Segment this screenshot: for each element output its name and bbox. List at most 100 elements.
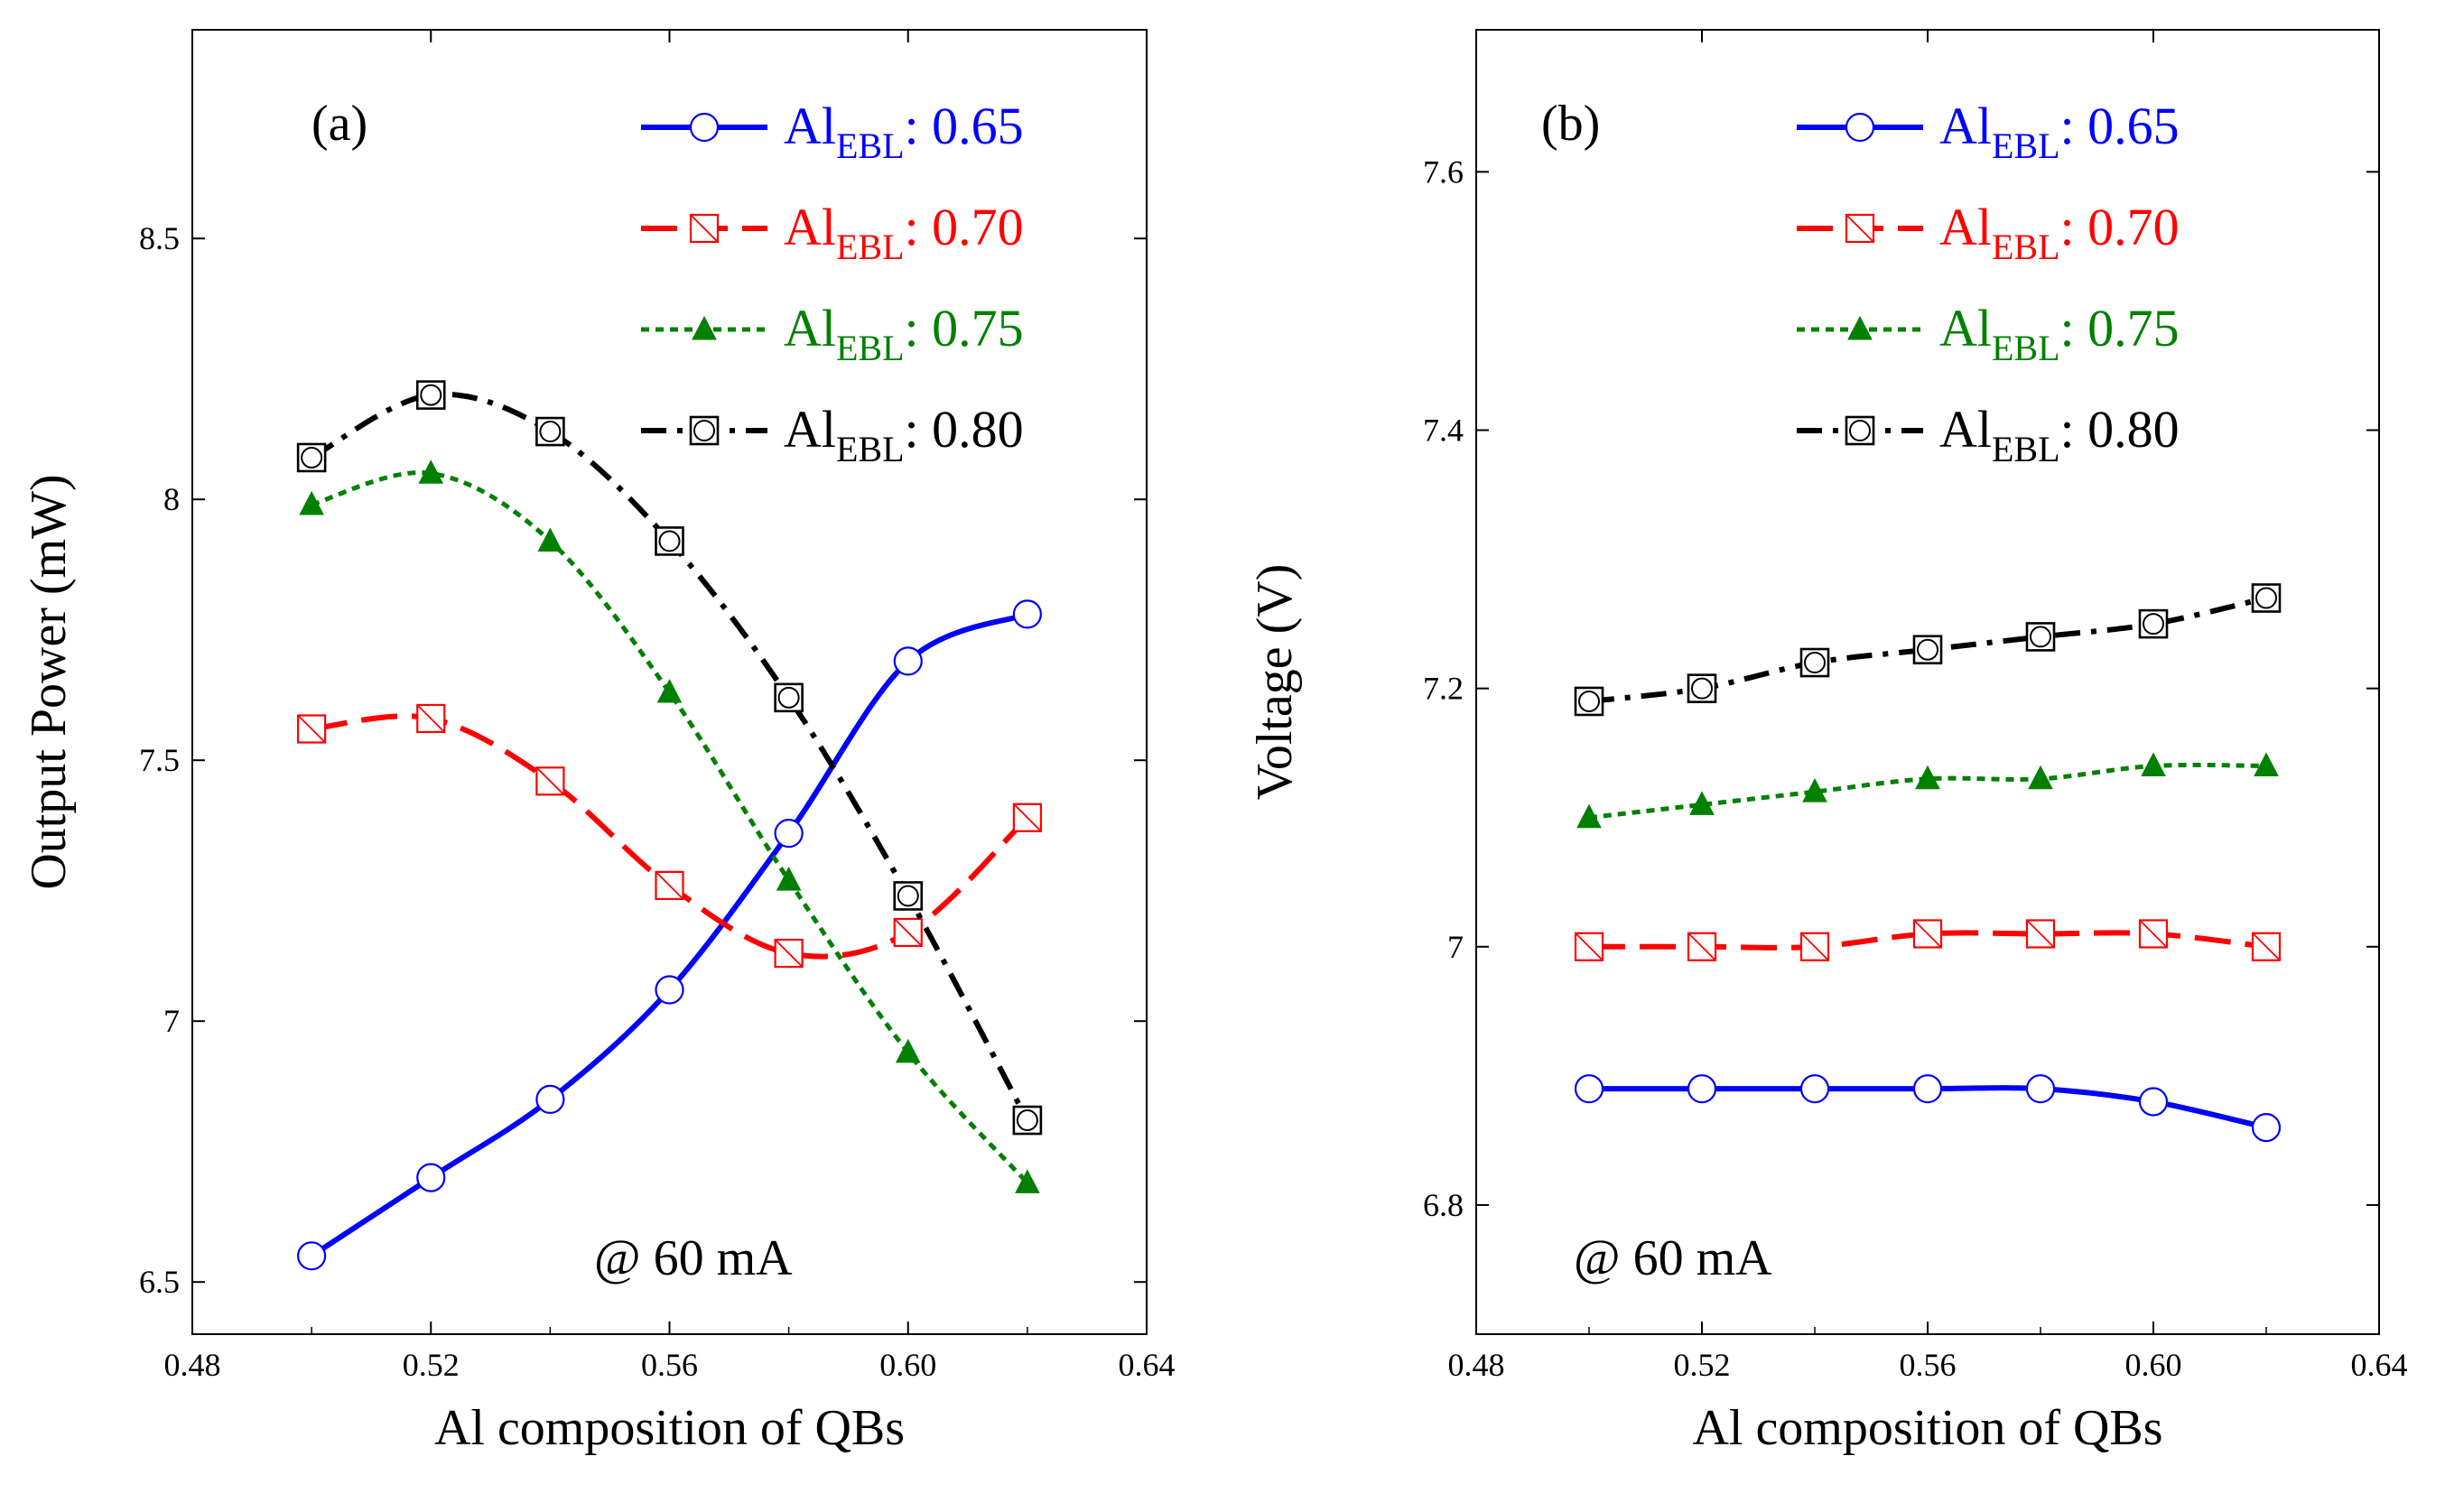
data-point-slash [2139, 919, 2168, 949]
legend-marker [689, 112, 720, 143]
series-075 [1576, 752, 2279, 829]
legend-label-value: : 0.65 [905, 97, 1024, 155]
data-point [2025, 622, 2056, 652]
data-point-ring [2143, 613, 2164, 635]
data-point [2251, 1112, 2282, 1143]
legend-label-sub: EBL [836, 227, 905, 267]
data-point [2138, 1087, 2169, 1117]
x-tick-label: 0.56 [1900, 1347, 1957, 1383]
data-point-slash [1687, 932, 1716, 961]
data-point [535, 766, 565, 796]
legend-label: AlEBL: 0.80 [1939, 400, 2180, 469]
x-tick-label: 0.56 [641, 1347, 698, 1383]
data-point-slash [2252, 932, 2281, 961]
series-075 [299, 459, 1040, 1193]
legend-label-value: : 0.70 [2060, 198, 2180, 256]
data-point [1915, 765, 1940, 790]
data-point [415, 380, 446, 410]
data-point [1574, 1074, 1604, 1104]
data-point-slash [416, 704, 445, 733]
data-point [1012, 802, 1042, 832]
legend-marker [1845, 213, 1875, 244]
data-point [655, 526, 684, 556]
data-point-slash [2026, 919, 2055, 949]
data-point [2254, 752, 2279, 776]
data-point [416, 1163, 446, 1192]
data-point-slash [1913, 919, 1942, 949]
data-point [895, 1038, 921, 1063]
legend-label-value: : 0.65 [2060, 97, 2180, 155]
legend-label: AlEBL: 0.75 [1939, 299, 2180, 368]
legend-label: AlEBL: 0.70 [1939, 198, 2180, 267]
data-point [1574, 932, 1604, 961]
legend-label-main: Al [784, 299, 836, 357]
y-tick-label: 8.5 [139, 220, 180, 256]
y-tick-label: 6.8 [1423, 1187, 1464, 1223]
legend-label-value: : 0.80 [905, 400, 1024, 459]
x-tick-label: 0.64 [1119, 1347, 1176, 1383]
data-point [1799, 932, 1830, 961]
legend-label-main: Al [1939, 97, 1992, 155]
data-point [774, 682, 804, 713]
x-tick-label: 0.60 [879, 1347, 936, 1383]
data-point [1799, 647, 1830, 678]
data-point [1799, 1074, 1830, 1104]
data-point-ring [2030, 626, 2051, 648]
legend-label-value: : 0.80 [2060, 400, 2180, 459]
data-point [2025, 919, 2056, 949]
data-point-slash [655, 871, 684, 900]
data-point [1012, 1105, 1043, 1136]
data-point-ring [2255, 587, 2277, 609]
legend-marker-slash [690, 214, 719, 243]
y-tick-label: 7.5 [139, 742, 180, 778]
legend-marker [689, 213, 720, 244]
data-point [776, 867, 802, 891]
data-point [1912, 635, 1943, 665]
data-point [655, 975, 684, 1005]
legend-label-value: : 0.75 [905, 299, 1024, 357]
data-point [297, 1241, 327, 1271]
data-point-ring [897, 885, 919, 907]
legend-label-value: : 0.70 [905, 198, 1024, 256]
legend-label-sub: EBL [836, 328, 905, 368]
data-point [774, 938, 804, 969]
data-point [1802, 778, 1827, 802]
data-point [2251, 583, 2282, 613]
legend-label: AlEBL: 0.65 [1939, 97, 2180, 166]
data-point [299, 490, 324, 515]
y-tick-label: 7.2 [1423, 671, 1464, 707]
data-point [1015, 1169, 1040, 1193]
legend-marker [1845, 112, 1875, 143]
legend-entry: AlEBL: 0.75 [1797, 299, 2180, 368]
data-point-ring [420, 384, 442, 406]
series-080 [1574, 583, 2282, 717]
x-axis-title: Al composition of QBs [434, 1400, 905, 1456]
series-080 [296, 380, 1043, 1136]
data-point [2025, 1074, 2056, 1104]
data-point [1012, 599, 1042, 629]
legend-label-main: Al [784, 400, 836, 459]
data-point [1576, 803, 1602, 829]
data-point [893, 646, 923, 676]
data-point [416, 703, 446, 734]
series-070 [1574, 919, 2282, 961]
data-point-ring [1917, 638, 1938, 661]
legend-label-main: Al [1939, 400, 1992, 459]
x-tick-label: 0.60 [2125, 1347, 2182, 1383]
data-point-ring [301, 446, 323, 468]
data-point [1574, 686, 1604, 717]
legend-entry: AlEBL: 0.80 [641, 400, 1024, 469]
data-point-slash [1013, 803, 1042, 832]
legend-entry: AlEBL: 0.65 [641, 97, 1024, 166]
x-tick-label: 0.48 [164, 1347, 221, 1383]
legend-entry: AlEBL: 0.70 [1797, 198, 2180, 267]
data-point-ring [1804, 652, 1826, 674]
x-tick-label: 0.52 [403, 1347, 460, 1383]
data-point-ring [1578, 690, 1600, 712]
y-tick-label: 6.5 [139, 1264, 180, 1300]
panel-b-voltage-chart: 0.48 0.52 0.56 0.60 0.64 6.8 7 7.2 7.4 7.6 Al comp… [1247, 29, 2408, 1456]
legend-label-main: Al [1939, 198, 1992, 256]
legend-entry: AlEBL: 0.80 [1797, 400, 2180, 469]
data-point [1912, 919, 1943, 949]
